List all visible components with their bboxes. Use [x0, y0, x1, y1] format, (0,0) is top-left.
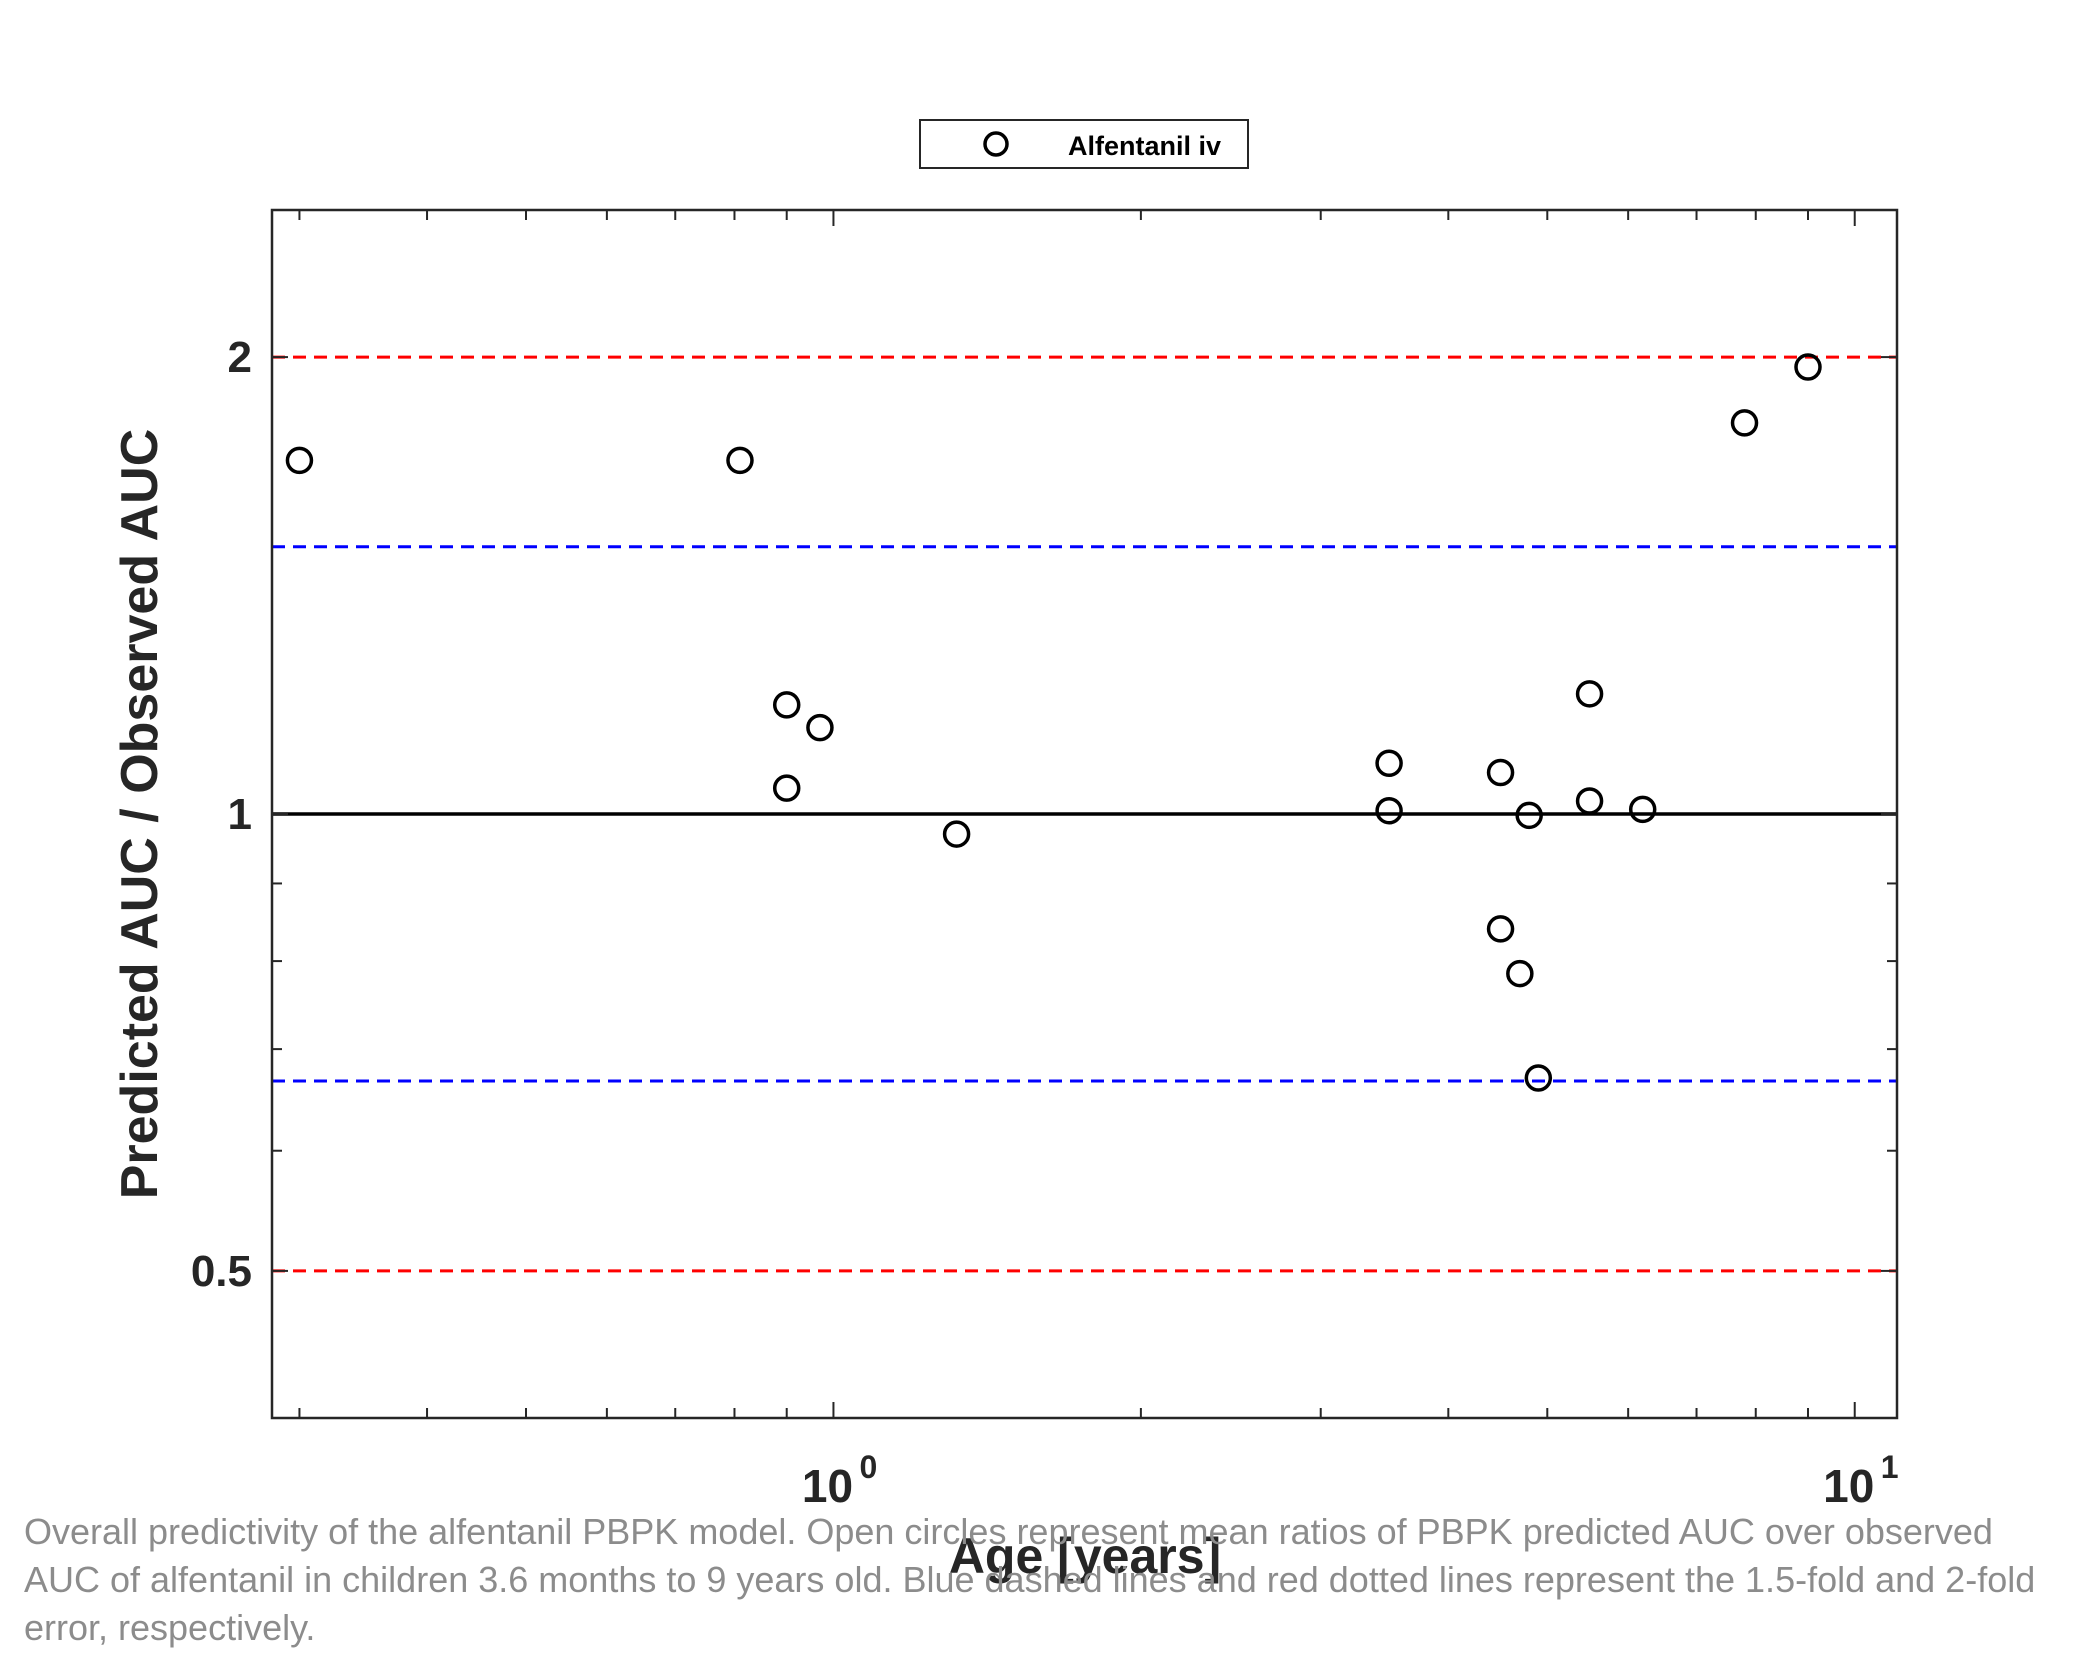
data-point — [772, 691, 801, 719]
x-tick-label-exponent: 0 — [859, 1449, 877, 1485]
data-point — [1486, 758, 1515, 787]
x-tick-label-exponent: 1 — [1881, 1449, 1899, 1485]
x-tick-label: 10 — [802, 1460, 853, 1512]
data-point — [1730, 409, 1759, 437]
y-tick-label: 0.5 — [191, 1247, 252, 1296]
data-point — [772, 774, 801, 802]
data-points — [285, 353, 1822, 1092]
data-point — [1506, 959, 1534, 988]
data-point — [942, 820, 971, 848]
x-axis-label: Age [years] — [949, 1528, 1221, 1584]
legend-marker-open-circle-icon — [983, 131, 1009, 157]
data-point — [1375, 749, 1403, 778]
y-tick-label: 1 — [228, 790, 252, 839]
data-point — [285, 446, 314, 475]
y-axis-label: Predicted AUC / Observed AUC — [111, 429, 169, 1200]
data-point — [726, 446, 754, 475]
axis-ticks — [272, 210, 1897, 1419]
data-point — [1524, 1064, 1553, 1092]
figure-caption: Overall predictivity of the alfentanil P… — [24, 1511, 2036, 1648]
legend: Alfentanil iv — [919, 119, 1249, 169]
reference-lines — [272, 355, 1897, 1273]
x-tick-labels: 10 0 10 1 — [802, 1449, 1899, 1512]
legend-box — [919, 119, 1249, 169]
data-point — [1794, 353, 1822, 381]
legend-entry-label: Alfentanil iv — [1068, 131, 1221, 161]
data-point — [1515, 801, 1543, 830]
data-point — [1375, 796, 1403, 825]
y-tick-label: 2 — [228, 333, 252, 382]
data-point — [1628, 795, 1657, 824]
data-point — [1575, 787, 1604, 815]
data-point — [806, 713, 834, 742]
data-point — [1486, 915, 1515, 943]
x-tick-label: 10 — [1823, 1460, 1874, 1512]
data-point — [1575, 680, 1604, 708]
plot-frame — [270, 208, 1899, 1420]
y-tick-labels: 0.5 1 2 — [191, 333, 252, 1296]
